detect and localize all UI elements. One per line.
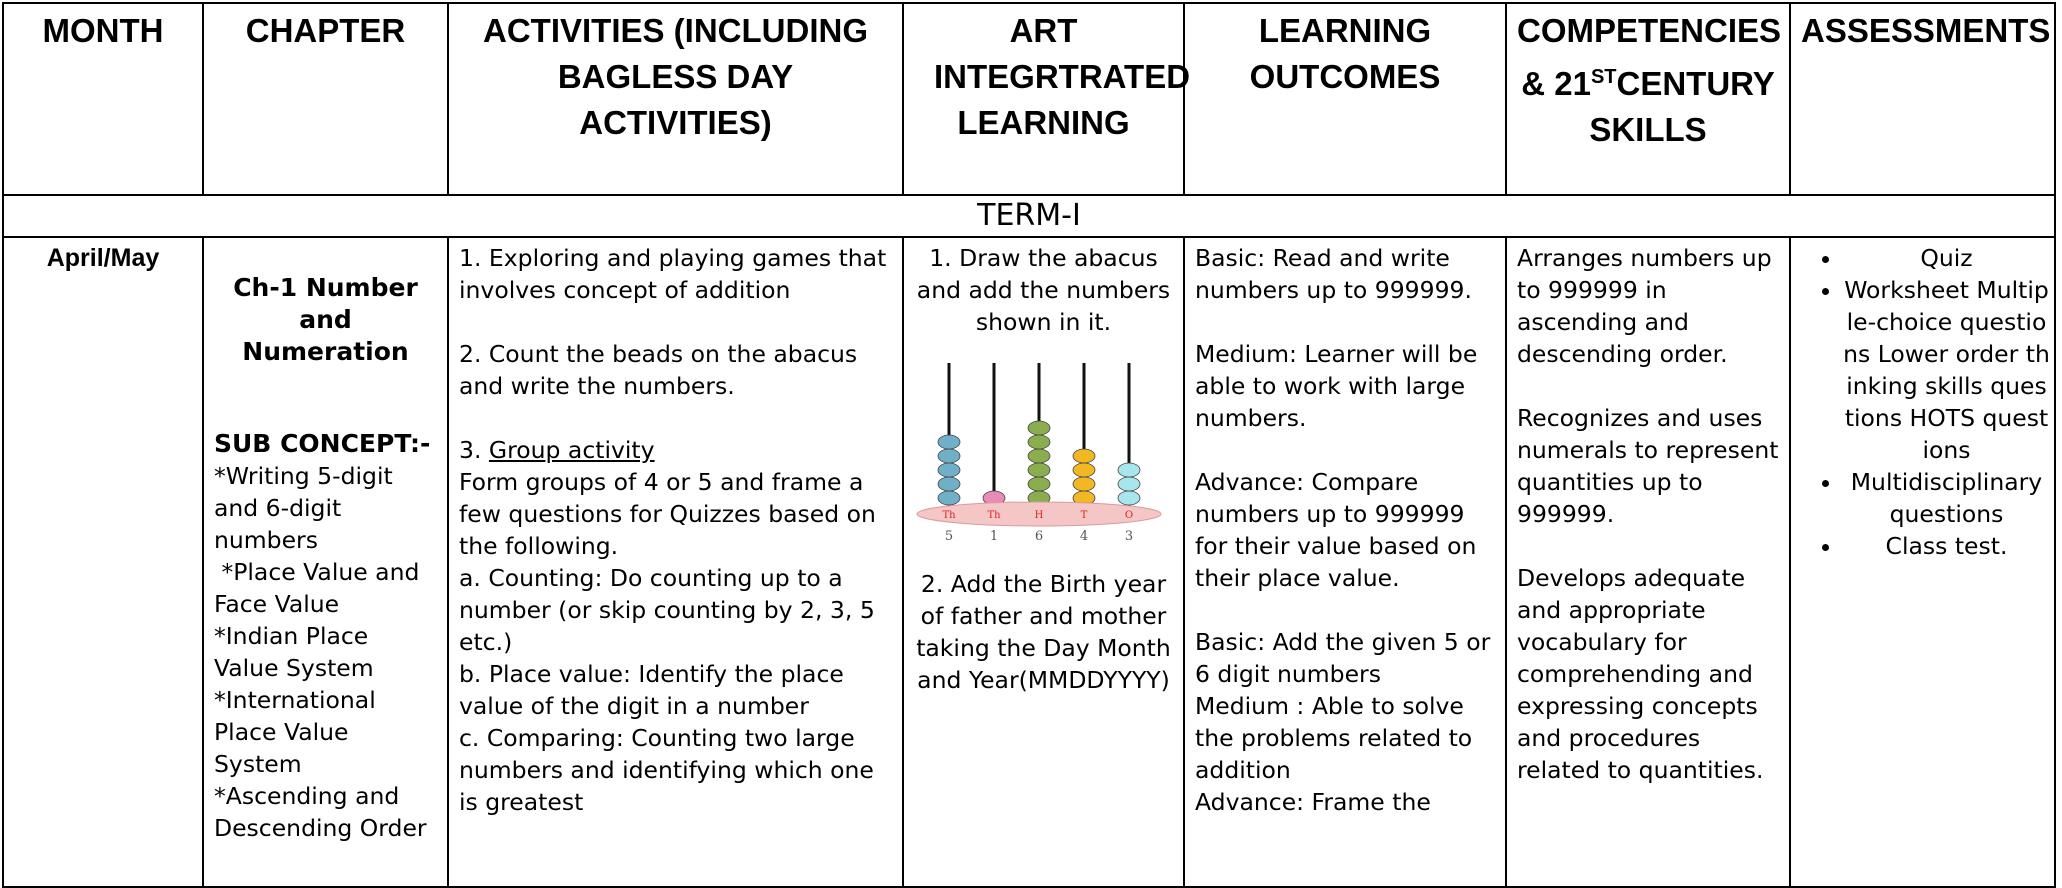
header-cell: MONTH xyxy=(2,2,204,196)
activity: c. Comparing: Counting two large numbers… xyxy=(459,724,874,816)
abacus-label: H xyxy=(1034,510,1043,521)
abacus-digit: 6 xyxy=(1034,529,1042,544)
outcome: Basic: Read and write numbers up to 9999… xyxy=(1195,244,1472,304)
abacus-digit: 4 xyxy=(1079,529,1087,544)
abacus-bead xyxy=(937,490,960,506)
art-item: 2. Add the Birth year of father and moth… xyxy=(916,570,1171,694)
abacus-bead xyxy=(1117,462,1140,478)
sub-concept: *International Place Value System xyxy=(214,686,384,778)
header-cell: ASSESSMENTS xyxy=(1789,2,2056,196)
assessment-list: QuizWorksheet Multiple-choice questions … xyxy=(1795,242,2050,562)
competencies-cell: Arranges numbers up to 999999 in ascendi… xyxy=(1505,236,1791,888)
chapter-cell: Ch-1 Number and Numeration SUB CONCEPT:-… xyxy=(202,236,449,888)
term-row: TERM-I xyxy=(2,194,2056,238)
term-cell: TERM-I xyxy=(2,194,2056,238)
header-cell: CHAPTER xyxy=(202,2,449,196)
header-text: CENTURY SKILLS xyxy=(1589,65,1775,148)
sub-concept: *Ascending and Descending Order xyxy=(214,782,427,842)
activity: a. Counting: Do counting up to a number … xyxy=(459,564,875,656)
assessment: Class test. xyxy=(1843,530,2050,562)
abacus-base xyxy=(916,501,1161,527)
outcome: Medium : Able to solve the problems rela… xyxy=(1195,692,1473,784)
abacus: Th Th H T O 5 1 6 4 3 xyxy=(916,363,1161,544)
abacus-bead xyxy=(1027,462,1050,478)
header-row: MONTH CHAPTER ACTIVITIES (INCLUDING BAGL… xyxy=(2,2,2056,196)
abacus-bead xyxy=(1027,476,1050,492)
assessment: Quiz xyxy=(1843,242,2050,274)
group-number: 3. xyxy=(459,436,482,464)
assessments-cell: QuizWorksheet Multiple-choice questions … xyxy=(1789,236,2056,888)
sub-concept: *Indian Place Value System xyxy=(214,622,376,682)
art-cell: 1. Draw the abacus and add the numbers s… xyxy=(902,236,1185,888)
header-text: COMPETENCIES & 21 xyxy=(1517,12,1782,102)
outcomes-cell: Basic: Read and write numbers up to 9999… xyxy=(1183,236,1507,888)
abacus-label: O xyxy=(1124,510,1132,521)
superscript: ST xyxy=(1590,66,1617,88)
abacus-digit: 3 xyxy=(1124,529,1132,544)
abacus-digit: 1 xyxy=(989,529,997,544)
activity: 2. Count the beads on the abacus and wri… xyxy=(459,340,858,400)
competency: Recognizes and uses numerals to represen… xyxy=(1517,404,1779,528)
abacus-bead xyxy=(1072,476,1095,492)
body-row: April/May Ch-1 Number and Numeration SUB… xyxy=(2,236,2056,888)
sub-concept: *Writing 5-digit and 6-digit numbers xyxy=(214,462,401,554)
sub-concept-heading: SUB CONCEPT:- xyxy=(214,429,431,458)
group-title: Group activity xyxy=(488,436,655,464)
abacus-bead xyxy=(1072,462,1095,478)
group-activity: 3. Group activity xyxy=(459,434,892,466)
header-cell: COMPETENCIES & 21STCENTURY SKILLS xyxy=(1505,2,1791,196)
abacus-label: Th xyxy=(987,510,1001,521)
abacus-bead xyxy=(1027,448,1050,464)
assessment: Multidisciplinary questions xyxy=(1843,466,2050,530)
activity: 1. Exploring and playing games that invo… xyxy=(459,244,887,304)
competency: Develops adequate and appropriate vocabu… xyxy=(1517,564,1764,784)
competency: Arranges numbers up to 999999 in ascendi… xyxy=(1517,244,1772,368)
outcome: Advance: Frame the xyxy=(1195,788,1431,816)
sub-concept: *Place Value and Face Value xyxy=(214,558,427,618)
activities-cell: 1. Exploring and playing games that invo… xyxy=(447,236,904,888)
abacus-bead xyxy=(1072,448,1095,464)
abacus-bead xyxy=(937,434,960,450)
abacus-label: T xyxy=(1080,510,1087,521)
abacus-label: Th xyxy=(942,510,956,521)
abacus-bead xyxy=(937,462,960,478)
abacus-bead xyxy=(937,448,960,464)
abacus-bead xyxy=(1117,490,1140,506)
chapter-title: Ch-1 Number and Numeration xyxy=(233,273,418,366)
abacus-bead xyxy=(937,476,960,492)
outcome: Medium: Learner will be able to work wit… xyxy=(1195,340,1478,432)
month-cell: April/May xyxy=(2,236,204,888)
outcome: Advance: Compare numbers up to 999999 fo… xyxy=(1195,468,1477,592)
art-item: 1. Draw the abacus and add the numbers s… xyxy=(916,244,1171,336)
activity: Form groups of 4 or 5 and frame a few qu… xyxy=(459,468,876,560)
page: MONTH CHAPTER ACTIVITIES (INCLUDING BAGL… xyxy=(0,0,2062,849)
header-cell: ART INTEGRTRATED LEARNING xyxy=(902,2,1190,196)
header-cell: ACTIVITIES (INCLUDING BAGLESS DAY ACTIVI… xyxy=(447,2,904,196)
outcome: Basic: Add the given 5 or 6 digit number… xyxy=(1195,628,1491,688)
abacus-bead xyxy=(1117,476,1140,492)
abacus-bead xyxy=(1027,420,1050,436)
activity: b. Place value: Identify the place value… xyxy=(459,660,844,720)
abacus-bead xyxy=(1027,434,1050,450)
abacus-digit: 5 xyxy=(944,529,952,544)
assessment: Worksheet Multiple-choice questions Lowe… xyxy=(1843,274,2050,466)
header-cell: LEARNING OUTCOMES xyxy=(1183,2,1507,196)
